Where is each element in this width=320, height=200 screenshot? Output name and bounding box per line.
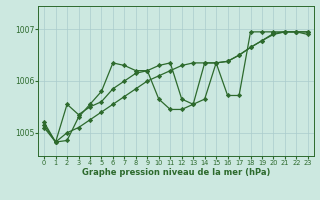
X-axis label: Graphe pression niveau de la mer (hPa): Graphe pression niveau de la mer (hPa) [82,168,270,177]
